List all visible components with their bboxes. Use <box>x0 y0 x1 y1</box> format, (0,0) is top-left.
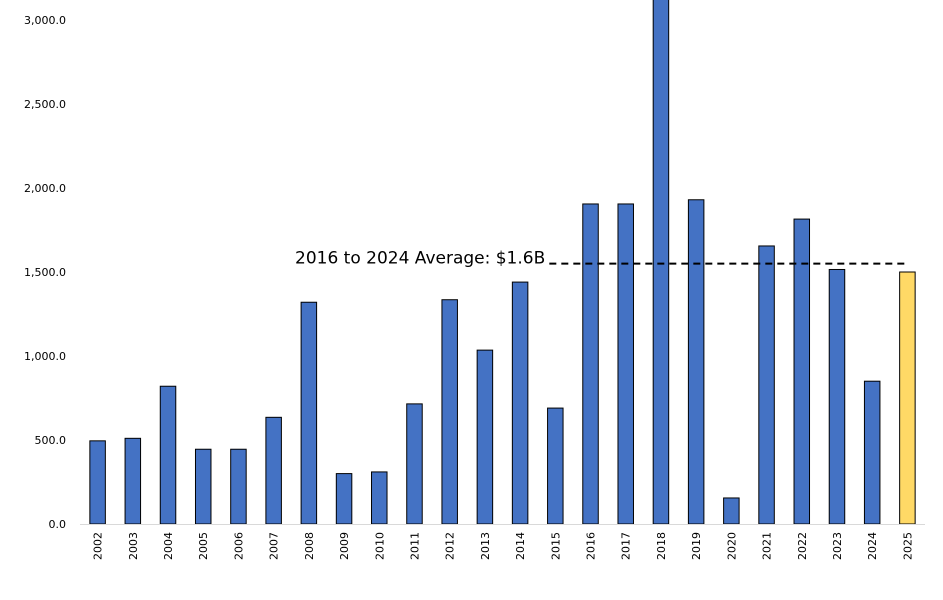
bar-2010 <box>371 471 388 525</box>
y-tick-label: 1,000.0 <box>24 350 66 363</box>
bar-2011 <box>406 403 423 525</box>
x-tick-label: 2024 <box>866 532 879 560</box>
bar-2017 <box>617 203 634 525</box>
bar-2003 <box>124 437 142 525</box>
bar-2009 <box>335 473 353 525</box>
x-tick-label: 2009 <box>338 532 351 560</box>
bar-2022 <box>793 218 811 525</box>
bar-2008 <box>300 301 318 525</box>
x-tick-label: 2003 <box>127 532 140 560</box>
x-tick-label: 2013 <box>479 532 492 560</box>
y-tick-label: 2,500.0 <box>24 98 66 111</box>
bar-2021 <box>758 245 775 525</box>
x-tick-label: 2012 <box>444 532 457 560</box>
x-axis: 2002 2003 2004 2005 2006 2007 2008 2009 2010 2011… <box>92 532 915 560</box>
bar-2007 <box>265 416 282 525</box>
bar-2020 <box>723 497 740 525</box>
bar-2013 <box>476 349 494 525</box>
x-tick-label: 2004 <box>162 532 175 560</box>
x-tick-label: 2015 <box>549 532 562 560</box>
x-tick-label: 2022 <box>796 532 809 560</box>
bar-2002 <box>89 440 106 525</box>
x-tick-label: 2016 <box>585 532 598 560</box>
y-axis: 0.0 500.0 1,000.0 1,500.0 2,000.0 2,500.0 3,00… <box>24 14 66 531</box>
x-tick-label: 2017 <box>620 532 633 560</box>
x-tick-label: 2018 <box>655 532 668 560</box>
bars <box>89 0 916 525</box>
bar-2015 <box>547 407 564 525</box>
average-annotation: 2016 to 2024 Average: $1.6B <box>295 249 545 269</box>
bar-2019 <box>687 199 705 525</box>
x-tick-label: 2002 <box>92 532 105 560</box>
bar-2023 <box>828 268 846 525</box>
x-tick-label: 2007 <box>268 532 281 560</box>
bar-2006 <box>230 448 247 525</box>
y-tick-label: 2,000.0 <box>24 182 66 195</box>
bar-2014 <box>511 281 529 525</box>
bar-2025 <box>899 271 916 525</box>
x-tick-label: 2008 <box>303 532 316 560</box>
bar-2005 <box>194 448 212 525</box>
bar-2016 <box>582 203 599 525</box>
x-tick-label: 2021 <box>761 532 774 560</box>
x-tick-label: 2025 <box>901 532 914 560</box>
y-tick-label: 1,500.0 <box>24 266 66 279</box>
x-tick-label: 2019 <box>690 532 703 560</box>
bar-2024 <box>863 380 881 525</box>
bar-2004 <box>159 385 177 525</box>
x-tick-label: 2020 <box>725 532 738 560</box>
x-tick-label: 2010 <box>373 532 386 560</box>
y-tick-label: 3,000.0 <box>24 14 66 27</box>
y-tick-label: 500.0 <box>35 434 67 447</box>
bar-2012 <box>441 299 458 525</box>
x-tick-label: 2014 <box>514 532 527 560</box>
x-tick-label: 2005 <box>197 532 210 560</box>
x-tick-label: 2006 <box>232 532 245 560</box>
bar-2018 <box>652 0 670 525</box>
x-tick-label: 2011 <box>408 532 421 560</box>
y-tick-label: 0.0 <box>49 518 67 531</box>
x-tick-label: 2023 <box>831 532 844 560</box>
